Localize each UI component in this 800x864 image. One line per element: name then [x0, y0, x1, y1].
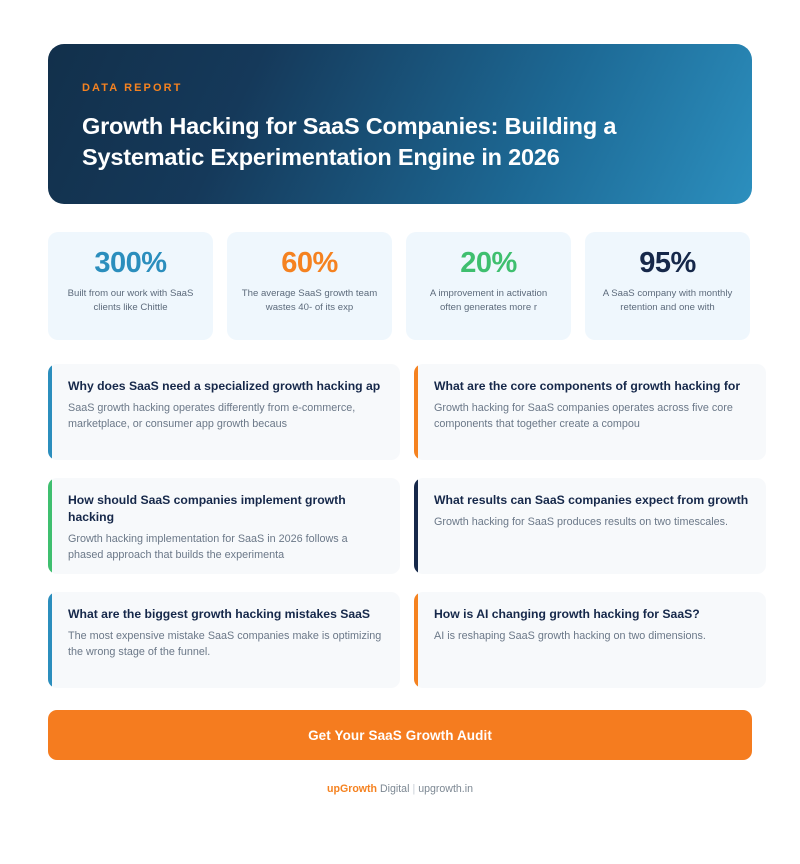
- faq-card[interactable]: What results can SaaS companies expect f…: [414, 478, 766, 574]
- stat-value: 300%: [94, 247, 167, 279]
- footer-separator: |: [412, 783, 416, 795]
- stat-value: 60%: [281, 247, 338, 279]
- footer-url: upgrowth.in: [418, 783, 473, 795]
- faq-question: What results can SaaS companies expect f…: [434, 493, 749, 507]
- stat-card: 95% A SaaS company with monthly retentio…: [585, 232, 750, 340]
- stat-label: A SaaS company with monthly retention an…: [602, 287, 733, 313]
- stat-card: 300% Built from our work with SaaS clien…: [48, 232, 213, 340]
- stat-label: Built from our work with SaaS clients li…: [67, 287, 194, 313]
- stat-label: A improvement in activation often genera…: [429, 287, 548, 313]
- faq-answer: SaaS growth hacking operates differently…: [68, 401, 356, 431]
- stat-card: 20% A improvement in activation often ge…: [406, 232, 571, 340]
- hero-banner: DATA REPORT Growth Hacking for SaaS Comp…: [48, 44, 752, 204]
- faq-accent-bar: [414, 364, 418, 460]
- faq-card[interactable]: How should SaaS companies implement grow…: [48, 478, 400, 574]
- faq-accent-bar: [48, 364, 52, 460]
- faq-accent-bar: [414, 478, 418, 574]
- stat-value: 20%: [460, 247, 517, 279]
- faq-question: What are the biggest growth hacking mist…: [68, 607, 371, 621]
- faq-grid: Why does SaaS need a specialized growth …: [48, 364, 766, 688]
- faq-question: How should SaaS companies implement grow…: [68, 493, 346, 524]
- footer-brand: upGrowth: [327, 783, 378, 795]
- hero-eyebrow: DATA REPORT: [82, 82, 183, 94]
- faq-answer: AI is reshaping SaaS growth hacking on t…: [434, 629, 706, 642]
- faq-question: What are the core components of growth h…: [434, 379, 741, 393]
- faq-card[interactable]: What are the biggest growth hacking mist…: [48, 592, 400, 688]
- faq-accent-bar: [48, 478, 52, 574]
- faq-answer: The most expensive mistake SaaS companie…: [68, 629, 382, 659]
- cta-button[interactable]: Get Your SaaS Growth Audit: [48, 710, 752, 760]
- faq-question: Why does SaaS need a specialized growth …: [68, 379, 381, 393]
- stat-card: 60% The average SaaS growth team wastes …: [227, 232, 392, 340]
- stat-label: The average SaaS growth team wastes 40- …: [241, 287, 378, 313]
- faq-accent-bar: [414, 592, 418, 688]
- footer-brand-sub: Digital: [379, 783, 410, 795]
- stat-value: 95%: [639, 247, 696, 279]
- faq-answer: Growth hacking for SaaS companies operat…: [434, 401, 733, 431]
- faq-accent-bar: [48, 592, 52, 688]
- footer: upGrowth Digital | upgrowth.in: [48, 784, 752, 795]
- faq-question: How is AI changing growth hacking for Sa…: [434, 607, 700, 621]
- faq-card[interactable]: What are the core components of growth h…: [414, 364, 766, 460]
- stats-row: 300% Built from our work with SaaS clien…: [48, 232, 752, 340]
- faq-card[interactable]: Why does SaaS need a specialized growth …: [48, 364, 400, 460]
- page-title: Growth Hacking for SaaS Companies: Build…: [82, 113, 617, 171]
- faq-card[interactable]: How is AI changing growth hacking for Sa…: [414, 592, 766, 688]
- faq-answer: Growth hacking for SaaS produces results…: [434, 515, 729, 528]
- faq-answer: Growth hacking implementation for SaaS i…: [68, 532, 348, 562]
